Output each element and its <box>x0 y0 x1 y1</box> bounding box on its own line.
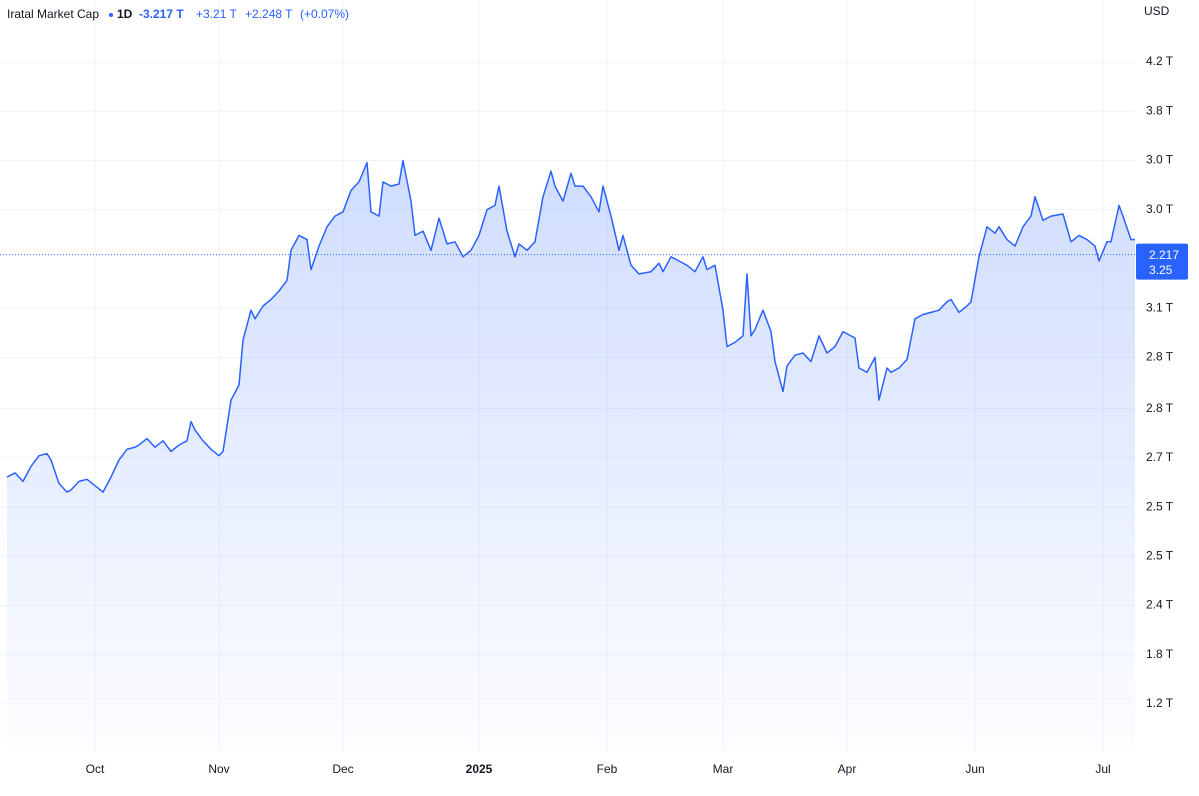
x-tick-label: Oct <box>86 762 105 776</box>
x-tick-label: Dec <box>332 762 353 776</box>
y-tick-label: 2.4 T <box>1146 598 1174 612</box>
chart-title: Iratal Market Cap <box>7 7 99 21</box>
y-tick-label: 3.0 T <box>1146 202 1174 216</box>
plot <box>0 159 1135 751</box>
y-tick-label: 1.8 T <box>1146 647 1174 661</box>
price-tag-label: 3.25 <box>1149 263 1173 277</box>
y-tick-label: 3.8 T <box>1146 103 1174 117</box>
header-value: (+0.07%) <box>300 7 349 21</box>
interval-dot <box>109 13 113 17</box>
x-tick-label: Nov <box>208 762 229 776</box>
interval[interactable]: 1D <box>117 7 133 21</box>
header-value: +3.21 T <box>196 7 237 21</box>
y-tick-label: 2.7 T <box>1146 450 1174 464</box>
x-tick-label: Jun <box>965 762 984 776</box>
area-fill <box>7 160 1135 751</box>
currency-label: USD <box>1144 4 1170 18</box>
x-tick-label: Jul <box>1095 762 1110 776</box>
x-tick-label: Apr <box>838 762 857 776</box>
x-tick-label: Feb <box>597 762 618 776</box>
price-line <box>6 159 1135 493</box>
price-tag-label: 2.217 <box>1149 248 1179 262</box>
x-tick-label: 2025 <box>466 762 493 776</box>
y-tick-label: 2.8 T <box>1146 401 1174 415</box>
header-value: -3.217 T <box>139 7 184 21</box>
y-tick-label: 4.2 T <box>1146 54 1174 68</box>
price-tag <box>1136 243 1188 280</box>
x-tick-label: Mar <box>713 762 734 776</box>
y-tick-label: 2.5 T <box>1146 548 1174 562</box>
y-tick-label: 2.5 T <box>1146 499 1174 513</box>
y-tick-label: 2.8 T <box>1146 349 1174 363</box>
y-tick-label: 3.0 T <box>1146 153 1174 167</box>
y-tick-label: 3.1 T <box>1146 300 1174 314</box>
y-tick-label: 1.2 T <box>1146 696 1174 710</box>
header-value: +2.248 T <box>245 7 293 21</box>
